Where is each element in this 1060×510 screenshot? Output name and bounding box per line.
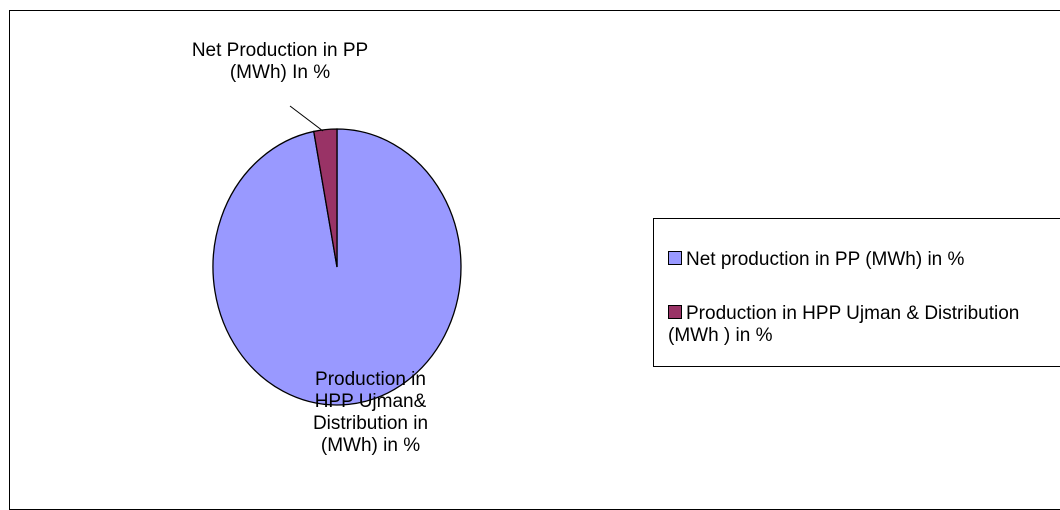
legend: Net production in PP (MWh) in % Productio… — [653, 218, 1060, 367]
legend-item: Production in HPP Ujman & Distribution (… — [668, 303, 1060, 347]
legend-label: Net production in PP (MWh) in % — [686, 249, 965, 270]
chart — [212, 105, 462, 406]
legend-swatch — [668, 251, 682, 265]
slice-label: Net Production in PP (MWh) In % — [191, 40, 369, 83]
legend-item: Net production in PP (MWh) in % — [668, 249, 1060, 271]
pie-slice — [313, 128, 338, 268]
legend-swatch — [668, 305, 682, 319]
page: {"chart_data": {"type": "pie", "categori… — [9, 10, 1060, 510]
legend-label: Production in HPP Ujman & Distribution (… — [668, 303, 1020, 346]
slice-label: Production in HPP Ujman& Distribution in… — [312, 369, 429, 456]
leader-line — [289, 105, 324, 132]
